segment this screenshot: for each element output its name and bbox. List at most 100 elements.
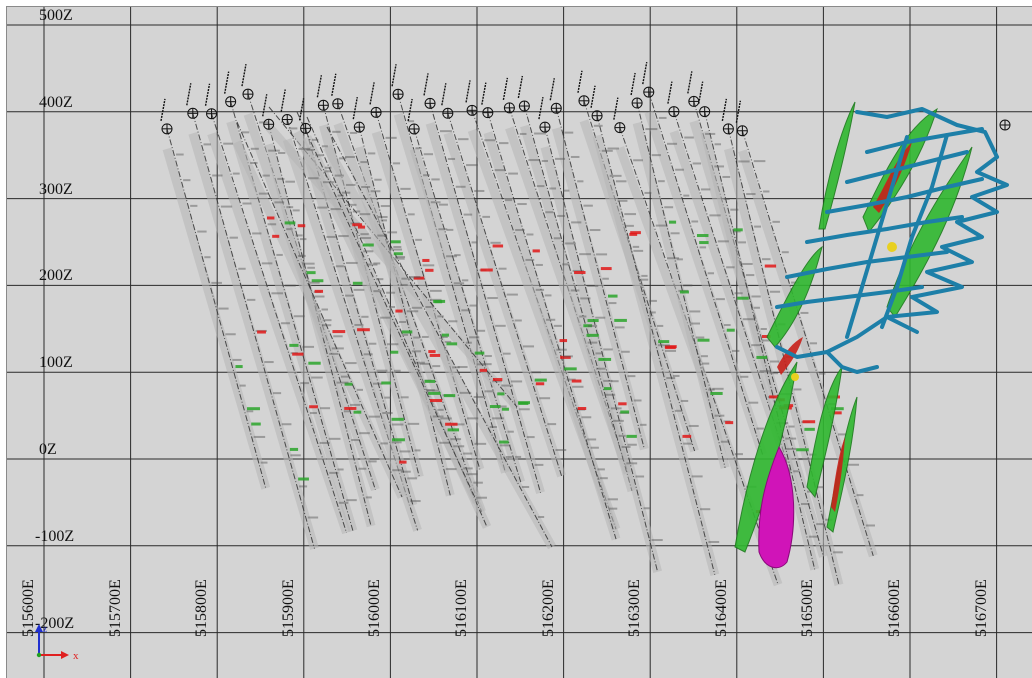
drillhole-collar — [391, 64, 404, 100]
assay-tick — [246, 298, 256, 301]
assay-tick — [465, 341, 472, 344]
assay-grade-mark — [560, 355, 571, 359]
hole-id-label — [352, 96, 358, 120]
hole-id-label — [407, 98, 413, 122]
z-axis-label: 0Z — [39, 441, 57, 458]
assay-tick — [370, 190, 381, 193]
assay-grade-mark — [433, 299, 446, 303]
drillhole-trace — [268, 106, 518, 408]
ore-highgrade-spot — [887, 242, 897, 252]
drillhole-trace — [636, 102, 726, 468]
assay-grade-mark — [422, 258, 430, 262]
assay-tick — [271, 292, 284, 295]
triad-x-label: x — [73, 650, 79, 662]
drillhole-collar — [223, 71, 237, 108]
assay-tick — [258, 192, 269, 195]
assay-tick — [837, 433, 847, 436]
assay-tick — [763, 190, 770, 193]
assay-tick — [683, 442, 693, 445]
ore-highgrade-core — [777, 337, 803, 375]
assay-tick — [657, 324, 664, 327]
assay-tick — [572, 269, 584, 272]
assay-tick — [299, 238, 307, 241]
assay-tick — [635, 475, 645, 478]
assay-tick — [437, 315, 444, 318]
assay-tick — [701, 188, 711, 191]
assay-tick — [817, 486, 824, 489]
assay-tick — [726, 266, 735, 269]
drillhole-trace — [305, 128, 414, 506]
assay-grade-mark — [583, 324, 593, 328]
assay-tick — [241, 131, 250, 134]
assay-tick — [190, 204, 198, 207]
assay-tick — [448, 320, 458, 323]
assay-tick — [501, 384, 514, 387]
assay-tick — [304, 262, 315, 265]
assay-grade-mark — [292, 352, 304, 356]
assay-tick — [229, 236, 238, 239]
assay-tick — [329, 352, 339, 355]
assay-grade-mark — [443, 394, 456, 398]
assay-tick — [328, 437, 341, 440]
z-axis-label: 200Z — [39, 267, 73, 285]
assay-tick — [651, 154, 661, 157]
decline-ramp — [885, 155, 1009, 334]
assay-tick — [407, 120, 415, 123]
assay-tick — [720, 440, 730, 443]
assay-tick — [361, 315, 369, 318]
hole-id-label — [262, 94, 268, 117]
assay-grade-mark — [614, 318, 627, 322]
assay-tick — [734, 292, 743, 295]
section-scene[interactable] — [7, 7, 1032, 678]
assay-grade-mark — [314, 289, 324, 293]
assay-grade-mark — [492, 378, 503, 382]
assay-tick — [484, 139, 496, 142]
assay-tick — [338, 501, 349, 504]
assay-tick — [495, 324, 506, 327]
assay-tick — [675, 168, 684, 171]
assay-tick — [380, 442, 388, 445]
triad-y-origin — [36, 652, 42, 658]
assay-tick — [455, 185, 466, 188]
assay-tick — [769, 372, 779, 375]
assay-tick — [391, 248, 403, 251]
drillhole-collar — [241, 64, 254, 100]
assay-tick — [603, 348, 613, 351]
assay-tick — [664, 206, 674, 209]
assay-tick — [613, 419, 624, 422]
assay-tick — [427, 389, 440, 392]
drillhole-collar — [502, 77, 515, 114]
assay-grade-mark — [564, 367, 577, 371]
assay-tick — [400, 470, 411, 473]
assay-tick — [667, 142, 678, 145]
assay-grade-mark — [796, 448, 809, 452]
assay-tick — [373, 262, 381, 265]
drillhole-assay-band — [632, 121, 730, 469]
assay-tick — [330, 208, 341, 211]
assay-tick — [307, 177, 319, 180]
assay-tick — [469, 336, 480, 339]
hole-id-label — [642, 61, 648, 85]
assay-tick — [723, 324, 731, 327]
assay-tick — [577, 180, 584, 183]
assay-tick — [368, 342, 377, 345]
drillhole-assay-band — [354, 145, 455, 497]
assay-tick — [430, 201, 441, 204]
drillhole-collar — [160, 98, 173, 135]
assay-tick — [508, 172, 518, 175]
assay-tick — [262, 174, 270, 177]
assay-tick — [579, 253, 592, 256]
assay-tick — [454, 254, 461, 257]
assay-tick — [490, 241, 501, 244]
assay-tick — [492, 417, 504, 420]
drillhole-collar — [186, 83, 199, 119]
assay-tick — [732, 230, 741, 233]
drillhole-trace — [741, 130, 874, 557]
assay-tick — [833, 551, 843, 554]
drillhole-collar — [549, 78, 562, 114]
assay-tick — [431, 178, 440, 181]
3d-section-viewport[interactable]: 500Z 400Z 300Z 200Z 100Z 0Z -100Z -200Z 515600E… — [6, 6, 1032, 678]
assay-tick — [564, 242, 576, 245]
hole-id-label — [160, 98, 166, 121]
assay-tick — [363, 353, 373, 356]
